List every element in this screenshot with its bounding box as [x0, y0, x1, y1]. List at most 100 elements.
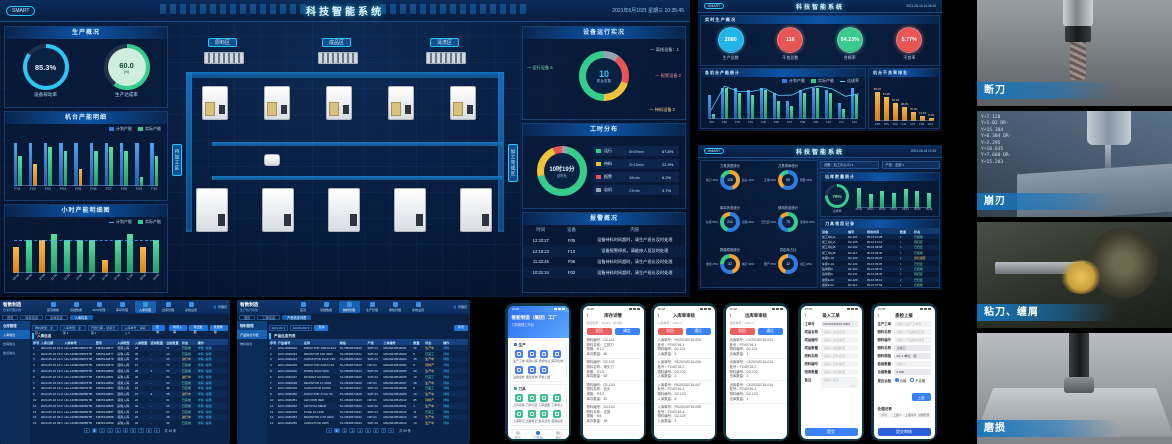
- field-input[interactable]: Φ1.2 单位：把: [894, 352, 931, 359]
- table-row[interactable]: 4 ECU-0926245 INDUCTOR 220UH 2A TA-CB484734…: [269, 362, 468, 368]
- filter-select[interactable]: ECU-01 ▾: [269, 324, 289, 331]
- detail-group[interactable]: 物料编号：D2-101 物料名称：立铣刀 规格：Φ1.2 库存数量：80: [582, 337, 644, 359]
- nav-item[interactable]: 基础数据: [66, 301, 87, 313]
- action-link[interactable]: 详情: [443, 351, 450, 356]
- page-button[interactable]: 7: [138, 427, 144, 433]
- nav-item[interactable]: 质检管理: [385, 301, 406, 313]
- action-link[interactable]: 编辑: [205, 421, 212, 426]
- page-button[interactable]: 8: [145, 427, 152, 433]
- tab[interactable]: 入库信息: [69, 315, 93, 320]
- app-entry[interactable]: 领用入库: [525, 350, 538, 363]
- field-input[interactable]: 请输入原料编号: [821, 360, 858, 367]
- table-row[interactable]: 5 2024-05-16 13:40 HG-14080409876TB KM05142…: [32, 368, 228, 374]
- page-button[interactable]: 7: [380, 427, 387, 433]
- action-link[interactable]: 详情: [197, 421, 204, 426]
- field-input[interactable]: 5.000: [894, 368, 931, 375]
- reject-button[interactable]: 退回: [586, 327, 612, 335]
- filter-select[interactable]: 产线：全部 ▾: [881, 161, 940, 169]
- action-link[interactable]: 编辑: [205, 398, 212, 403]
- action-link[interactable]: 详情: [197, 345, 204, 350]
- action-link[interactable]: 详情: [443, 386, 450, 391]
- filter-select[interactable]: 开始日期 ~ 结束日期 ▾: [87, 324, 120, 335]
- field-input[interactable]: MO20240516-0503: [821, 320, 858, 327]
- table-row[interactable]: 11 ECU-0926252 CRYSTAL 8MHZ TA-CB48473430 SM…: [269, 402, 468, 409]
- nav-item[interactable]: 出库管理: [158, 301, 179, 313]
- field-input[interactable]: 请输入生产工单号: [894, 320, 931, 327]
- action-link[interactable]: 编辑: [205, 386, 212, 391]
- table-row[interactable]: 8 ECU-0926249 CAPACITOR 100NF TA-CB48473427…: [269, 386, 468, 392]
- back-icon[interactable]: ‹: [804, 312, 807, 319]
- table-row[interactable]: 钻攻机D D2-104 05-16 08:47 2 已领用: [821, 266, 939, 272]
- table-row[interactable]: 加工中心B D2-117 05-16 09:40 1 已领用: [821, 250, 939, 255]
- page-button[interactable]: 4: [114, 427, 121, 433]
- page-button[interactable]: »: [153, 427, 160, 433]
- page-button[interactable]: 1: [91, 427, 98, 433]
- detail-group[interactable]: 出库单号：CK20240716-014 批号：P240716-3 物料编号：D2-1…: [725, 381, 787, 404]
- table-row[interactable]: 3 2024-05-16 14:46 HG-14080409874TB KM05142…: [32, 356, 228, 363]
- table-row[interactable]: 车床C-01 D2-121 05-16 09:05 1 已归还: [821, 261, 939, 266]
- table-row[interactable]: 钻攻机D D2-131 05-16 08:30 1 待归还: [821, 272, 939, 277]
- filter-select[interactable]: 入库单号：请输入 ▾: [121, 324, 150, 335]
- action-link[interactable]: 详情: [197, 398, 204, 403]
- action-link[interactable]: 编辑: [205, 409, 212, 414]
- page-button[interactable]: 2: [341, 427, 348, 433]
- action-link[interactable]: 详情: [197, 409, 204, 414]
- app-entry[interactable]: 工单录入: [551, 394, 564, 407]
- action-link[interactable]: 编辑: [205, 357, 212, 362]
- table-row[interactable]: 10 ECU-0926251 LED 0805 RED TA-CB48473429 DI…: [269, 397, 468, 403]
- nav-item[interactable]: 基础数据: [316, 301, 337, 313]
- confirm-button[interactable]: 通过: [757, 327, 783, 335]
- action-link[interactable]: 编辑: [205, 345, 212, 350]
- detail-group[interactable]: 入库单号：RK20240716-005 批号：P240716-1 物料编号：D2-1…: [653, 337, 715, 359]
- field-input[interactable]: 请输入产品物料名称: [894, 328, 931, 335]
- action-link[interactable]: 详情: [197, 403, 204, 408]
- detail-group[interactable]: 入库单号：RK20240716-008 批号：P240716-4 物料编号：D2-1…: [653, 404, 715, 426]
- action-link[interactable]: 编辑: [205, 369, 212, 374]
- page-button[interactable]: 6: [372, 427, 379, 433]
- action-button[interactable]: 新增入库: [169, 324, 188, 334]
- filter-select[interactable]: ECU9-002 ▾: [290, 324, 313, 331]
- action-link[interactable]: 详情: [443, 345, 450, 350]
- app-entry[interactable]: 盘点任务: [538, 410, 551, 423]
- nav-item[interactable]: 系统设置: [181, 301, 202, 313]
- page-button[interactable]: 3: [107, 427, 113, 433]
- app-entry[interactable]: 刀具归还: [525, 394, 538, 407]
- table-row[interactable]: 13 ECU-0926254 RESISTOR 4.7K 0402 TA-CB4847…: [269, 414, 468, 421]
- action-link[interactable]: 详情: [443, 398, 450, 403]
- table-row[interactable]: 9 ECU-0926250 INDUCTOR 47UH 3A TA-CB4847342…: [269, 391, 468, 398]
- sidebar-item[interactable]: 盘点信息: [3, 351, 16, 355]
- field-input[interactable]: 请输入备注 0/50: [821, 376, 858, 388]
- table-row[interactable]: 13 2024-05-16 09:46 HG-14080409884TB KM0514…: [32, 414, 228, 421]
- table-row[interactable]: 3 ECU-0926244 CAPACITOR 10UF 16V TA-CB48473…: [269, 356, 468, 363]
- field-input[interactable]: 请输入产品物料编号: [894, 336, 931, 343]
- table-row[interactable]: 6 ECU-0926247 MOSFET AO3400A TA-CB48473425 S…: [269, 374, 468, 380]
- app-entry[interactable]: 异常上报: [538, 366, 551, 379]
- action-link[interactable]: 编辑: [205, 403, 212, 408]
- bottom-tab[interactable]: 我的: [548, 430, 568, 439]
- table-row[interactable]: 磨床E-02 D2-109 05-16 08:12 2 已归还: [821, 277, 939, 283]
- action-button[interactable]: 导出数据: [189, 324, 208, 334]
- action-link[interactable]: 详情: [443, 363, 450, 368]
- app-entry[interactable]: 设备巡检: [513, 366, 526, 379]
- field-input[interactable]: 请输入成品数量: [821, 344, 858, 351]
- action-link[interactable]: 详情: [197, 357, 204, 362]
- filter-select[interactable]: 物料类型：全部 ▾: [32, 324, 58, 335]
- table-row[interactable]: 14 2024-05-16 09:12 HG-14080409885TB KM0514…: [32, 420, 228, 426]
- search-button[interactable]: 查询: [314, 324, 329, 331]
- bottom-tab[interactable]: 工作台: [528, 430, 548, 439]
- table-row[interactable]: 磨床E-02 D2-112 05-16 07:58 1 已领用: [821, 283, 939, 288]
- nav-item[interactable]: 物料管理: [338, 301, 360, 313]
- app-entry[interactable]: 出库登记: [525, 410, 538, 423]
- action-button[interactable]: 新增: [453, 324, 468, 331]
- tab[interactable]: 产品信息列表: [282, 315, 312, 320]
- detail-group[interactable]: 物料编号：D2-102 物料名称：球头刀 规格：Φ1.5 库存数量：65: [582, 359, 644, 382]
- table-row[interactable]: 14 ECU-0926255 CAPACITOR 22PF TA-CB48473433…: [269, 420, 468, 426]
- filter-select[interactable]: 入库类型：全部 ▾: [59, 324, 86, 335]
- page-button[interactable]: «: [83, 427, 90, 433]
- action-link[interactable]: 详情: [197, 386, 204, 391]
- nav-item[interactable]: 首页: [293, 301, 314, 313]
- app-entry[interactable]: 刀具报废: [538, 394, 551, 407]
- table-row[interactable]: 10 2024-05-16 11:20 HG-14080409881TB KM0514…: [32, 397, 228, 403]
- sidebar-item[interactable]: 物料信息: [240, 342, 253, 346]
- report-button[interactable]: 上报: [911, 393, 931, 401]
